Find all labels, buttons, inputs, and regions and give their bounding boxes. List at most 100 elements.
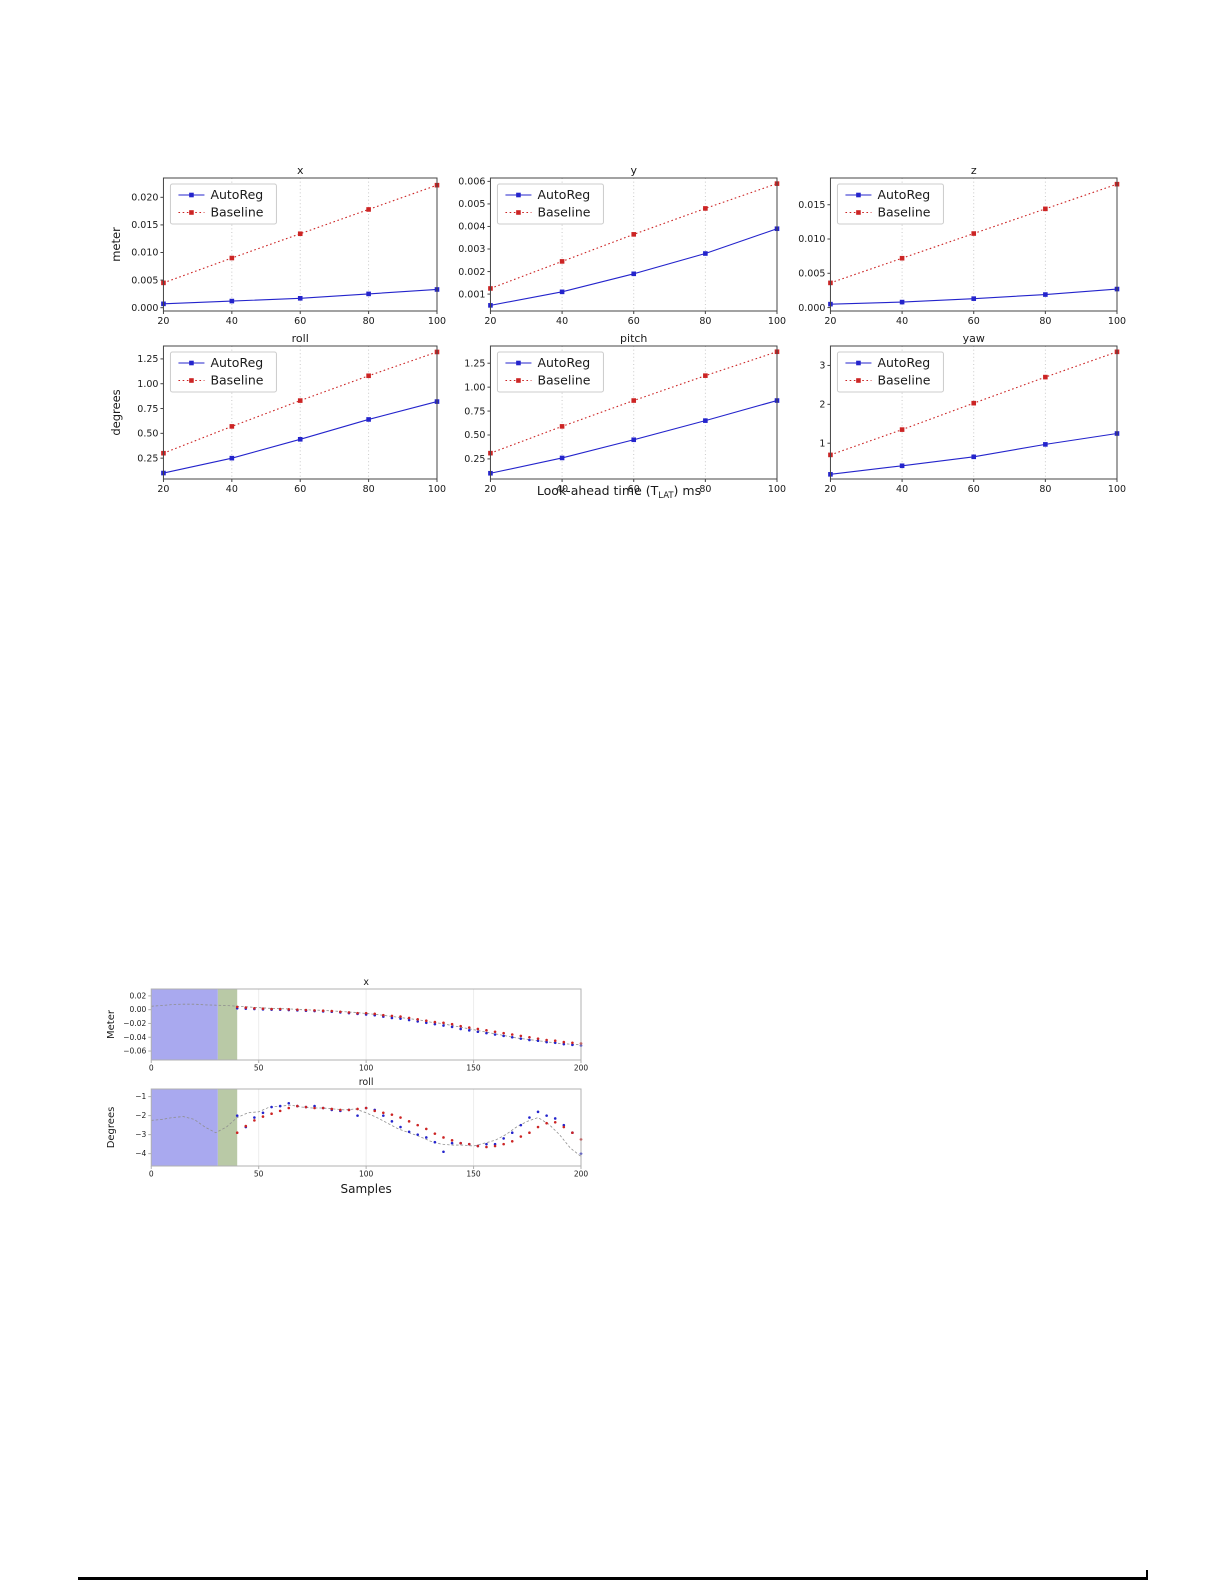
chart-canvas-roll: 0.25 0.50 0.75 1.00 1.25 20 40 60 80 100 roll degre…	[109, 332, 446, 495]
svg-text:AutoReg: AutoReg	[877, 355, 930, 370]
svg-text:0.75: 0.75	[137, 404, 158, 415]
chart-title: roll	[359, 1077, 374, 1088]
legend: AutoReg Baseline	[169, 351, 277, 393]
svg-text:40: 40	[556, 484, 568, 495]
chart-title: yaw	[963, 332, 985, 345]
svg-text:40: 40	[556, 316, 568, 327]
svg-text:60: 60	[968, 316, 980, 327]
y-axis-label: degrees	[109, 389, 123, 435]
svg-text:1.25: 1.25	[137, 354, 158, 365]
series-autoreg	[488, 226, 780, 308]
svg-text:1.00: 1.00	[464, 382, 485, 393]
axes: 0.25 0.50 0.75 1.00 1.25 20 40 60 80 100	[464, 345, 786, 495]
svg-text:0.00: 0.00	[130, 1005, 147, 1014]
svg-text:Baseline: Baseline	[210, 373, 263, 388]
svg-text:−0.04: −0.04	[123, 1033, 146, 1042]
chart-canvas-y: 0.001 0.002 0.003 0.004 0.005 0.006 20 40 60 80 10…	[458, 164, 786, 327]
gridlines	[258, 989, 475, 1060]
shaded-region	[217, 989, 238, 1060]
chart-pitch-error: 0.25 0.50 0.75 1.00 1.25 20 40 60 80 100 pitch Auto…	[450, 332, 786, 496]
svg-text:100: 100	[1108, 484, 1126, 495]
page-bottom-rule-tick	[1146, 1570, 1148, 1580]
axes: 0.25 0.50 0.75 1.00 1.25 20 40 60 80 100	[137, 345, 446, 495]
svg-text:0: 0	[149, 1064, 154, 1073]
chart-title: x	[297, 164, 304, 177]
series-group	[151, 1101, 583, 1157]
legend: AutoReg Baseline	[496, 351, 604, 393]
axes: −1 −2 −3 −4 0 50 100 150 200	[135, 1088, 588, 1179]
series-baseline	[235, 1104, 583, 1149]
shaded-region	[151, 989, 218, 1060]
svg-text:80: 80	[1039, 484, 1051, 495]
axes: 0.000 0.005 0.010 0.015 0.020 20 40 60 80 100	[131, 177, 446, 327]
chart-title: x	[363, 977, 369, 988]
svg-text:−1: −1	[135, 1092, 146, 1101]
svg-text:20: 20	[824, 316, 836, 327]
series-ground-truth	[151, 1003, 582, 1046]
chart-title: y	[630, 164, 637, 177]
chart-canvas-x: 0.02 0.00 −0.02 −0.04 −0.060 50 100 150 200 x Mete…	[106, 977, 589, 1073]
chart-canvas-yaw: 1 2 3 20 40 60 80 100 yaw AutoReg Baseline	[819, 332, 1126, 495]
svg-text:0.015: 0.015	[798, 200, 825, 211]
svg-text:100: 100	[359, 1064, 374, 1073]
svg-text:−0.02: −0.02	[123, 1019, 146, 1028]
axes: 0.001 0.002 0.003 0.004 0.005 0.006 20 40 60 80 10…	[458, 177, 786, 327]
axes: 1 2 3 20 40 60 80 100	[819, 345, 1126, 495]
svg-text:−2: −2	[135, 1111, 146, 1120]
x-axis-label: Samples	[341, 1182, 392, 1196]
svg-text:0.015: 0.015	[131, 220, 158, 231]
svg-text:Baseline: Baseline	[537, 373, 590, 388]
svg-text:60: 60	[968, 484, 980, 495]
svg-text:20: 20	[157, 316, 169, 327]
svg-text:0.000: 0.000	[131, 303, 158, 314]
lookahead-axis-label: Look-ahead time (TLAT) ms	[110, 483, 1128, 501]
chart-y-translation-error: 0.001 0.002 0.003 0.004 0.005 0.006 20 40 60 80 10…	[450, 164, 786, 328]
svg-text:1: 1	[819, 438, 825, 449]
chart-canvas-x: 0.000 0.005 0.010 0.015 0.020 20 40 60 80 100 x met…	[109, 164, 446, 327]
shaded-region	[151, 1089, 218, 1166]
page-bottom-rule	[78, 1577, 1148, 1580]
shaded-region	[217, 1089, 238, 1166]
chart-canvas-roll: −1 −2 −3 −4 0 50 100 150 200 roll Degrees Samples	[106, 1077, 588, 1196]
chart-roll-error: 0.25 0.50 0.75 1.00 1.25 20 40 60 80 100 roll degre…	[109, 332, 446, 496]
axes: 0.000 0.005 0.010 0.015 20 40 60 80 100	[798, 177, 1126, 327]
figure-trajectory-samples: 0.02 0.00 −0.02 −0.04 −0.06 0 50 100 150 200 x Mete…	[104, 976, 589, 1202]
svg-text:0.005: 0.005	[131, 275, 158, 286]
svg-text:0.005: 0.005	[458, 199, 485, 210]
svg-text:150: 150	[466, 1064, 481, 1073]
series-autoreg	[828, 431, 1120, 477]
svg-text:100: 100	[768, 484, 786, 495]
lookahead-axis-label-pre: Look-ahead time (T	[536, 483, 659, 498]
svg-text:1.00: 1.00	[137, 379, 158, 390]
svg-text:0.50: 0.50	[137, 429, 158, 440]
svg-text:0.50: 0.50	[464, 430, 485, 441]
svg-text:100: 100	[1108, 316, 1126, 327]
svg-text:50: 50	[254, 1170, 264, 1179]
svg-text:20: 20	[157, 484, 169, 495]
svg-text:40: 40	[896, 316, 908, 327]
svg-text:50: 50	[254, 1064, 264, 1073]
svg-text:0.25: 0.25	[137, 453, 158, 464]
y-axis-label: Degrees	[106, 1107, 117, 1149]
svg-text:60: 60	[294, 484, 306, 495]
svg-text:200: 200	[574, 1064, 589, 1073]
svg-text:0.000: 0.000	[798, 303, 825, 314]
chart-z-translation-error: 0.000 0.005 0.010 0.015 20 40 60 80 100 z AutoReg B…	[790, 164, 1126, 328]
series-group	[151, 1003, 583, 1047]
svg-text:20: 20	[824, 484, 836, 495]
chart-title: roll	[292, 332, 309, 345]
chart-sample-x-trajectory: 0.02 0.00 −0.02 −0.04 −0.06 0 50 100 150 200 x Mete…	[104, 976, 589, 1076]
svg-text:40: 40	[226, 484, 238, 495]
svg-text:Baseline: Baseline	[877, 205, 930, 220]
svg-text:0.006: 0.006	[458, 177, 485, 188]
y-axis-label: meter	[109, 227, 123, 262]
svg-text:0.010: 0.010	[798, 234, 825, 245]
svg-text:80: 80	[363, 484, 375, 495]
svg-text:20: 20	[484, 484, 496, 495]
svg-text:100: 100	[428, 316, 446, 327]
svg-text:0.010: 0.010	[131, 248, 158, 259]
chart-canvas-pitch: 0.25 0.50 0.75 1.00 1.25 20 40 60 80 100 pitch Auto…	[464, 332, 786, 495]
svg-text:40: 40	[896, 484, 908, 495]
gridlines	[258, 1089, 475, 1166]
svg-text:0: 0	[149, 1170, 154, 1179]
